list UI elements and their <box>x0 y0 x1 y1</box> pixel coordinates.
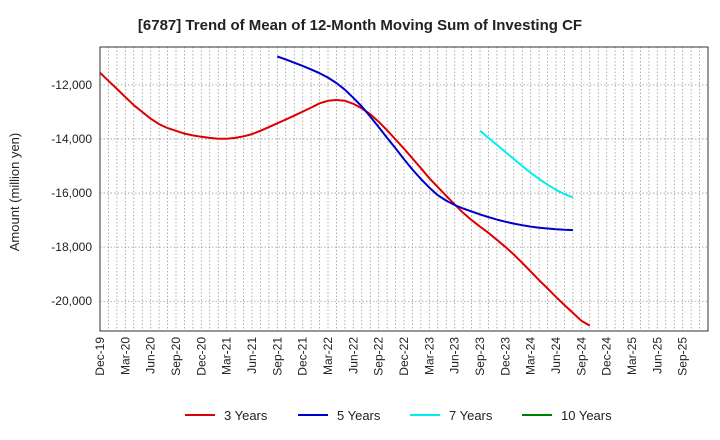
x-tick-label: Mar-23 <box>422 337 436 375</box>
x-tick-label: Mar-24 <box>524 337 538 375</box>
x-tick-label: Sep-23 <box>473 337 487 376</box>
x-tick-label: Jun-23 <box>448 337 462 374</box>
legend-label: 5 Years <box>337 408 381 423</box>
x-tick-label: Sep-24 <box>574 337 588 376</box>
y-axis-label: Amount (million yen) <box>7 133 22 252</box>
y-tick-label: -14,000 <box>51 132 92 146</box>
plot-frame <box>99 46 709 332</box>
x-tick-label: Jun-24 <box>549 337 563 374</box>
series-line-5-years <box>276 55 573 232</box>
x-tick-label: Dec-23 <box>498 337 512 376</box>
x-tick-label: Dec-22 <box>397 337 411 376</box>
x-tick-label: Mar-21 <box>220 337 234 375</box>
x-tick-label: Sep-22 <box>372 337 386 376</box>
y-tick-label: -12,000 <box>51 78 92 92</box>
x-tick-label: Dec-20 <box>194 337 208 376</box>
y-ticks: -20,000 -18,000 -16,000 -14,000 -12,000 <box>51 78 92 308</box>
legend: 3 Years 5 Years 7 Years 10 Years <box>185 408 612 423</box>
x-tick-label: Mar-22 <box>321 337 335 375</box>
y-tick-label: -16,000 <box>51 186 92 200</box>
x-ticks: Dec-19 Mar-20 Jun-20 Sep-20 Dec-20 Mar-21 Jun-… <box>93 337 690 376</box>
x-tick-label: Mar-20 <box>118 337 132 375</box>
x-tick-label: Mar-25 <box>625 337 639 375</box>
x-tick-label: Sep-20 <box>169 337 183 376</box>
legend-label: 7 Years <box>449 408 493 423</box>
legend-label: 3 Years <box>224 408 268 423</box>
x-tick-label: Dec-24 <box>600 337 614 376</box>
x-tick-label: Dec-21 <box>296 337 310 376</box>
x-tick-label: Dec-19 <box>93 337 107 376</box>
x-tick-label: Sep-25 <box>676 337 690 376</box>
legend-label: 10 Years <box>561 408 612 423</box>
x-tick-label: Sep-21 <box>270 337 284 376</box>
series-line-7-years <box>479 130 574 199</box>
y-tick-label: -20,000 <box>51 294 92 308</box>
grid-lines <box>99 47 709 331</box>
y-tick-label: -18,000 <box>51 240 92 254</box>
series-lines <box>99 55 591 327</box>
x-tick-label: Jun-22 <box>346 337 360 374</box>
x-tick-label: Jun-21 <box>245 337 259 374</box>
x-tick-label: Jun-20 <box>144 337 158 374</box>
chart-title: [6787] Trend of Mean of 12-Month Moving … <box>138 17 582 34</box>
x-tick-label: Jun-25 <box>650 337 664 374</box>
series-line-3-years <box>99 71 591 327</box>
